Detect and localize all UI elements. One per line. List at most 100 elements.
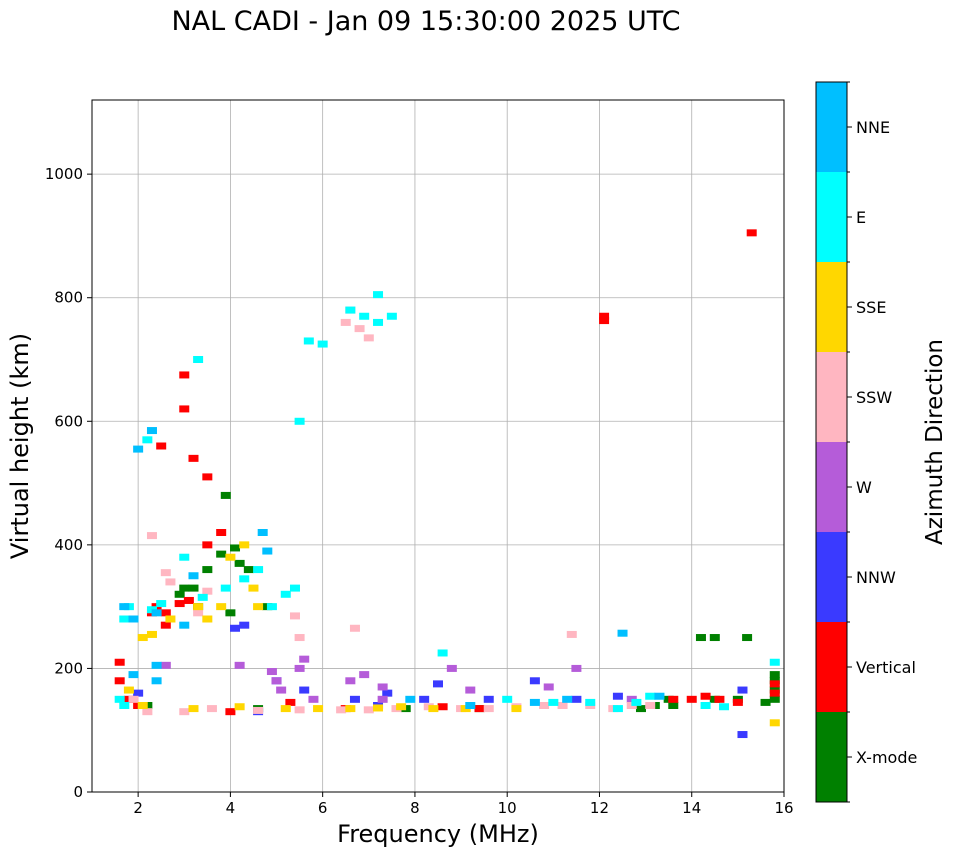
echo-point [216, 550, 227, 558]
echo-point [529, 698, 540, 706]
echo-point [128, 695, 139, 703]
echo-point [234, 661, 245, 669]
echo-point [216, 603, 227, 611]
echo-point [377, 695, 388, 703]
echo-point [668, 702, 679, 709]
echo-point [599, 317, 610, 325]
echo-point [317, 340, 328, 348]
echo-point [294, 417, 305, 425]
y-tick-label: 1000 [45, 165, 83, 183]
echo-point [363, 706, 374, 714]
colorbar-category-label: NNE [856, 118, 890, 137]
x-tick-label: 4 [226, 799, 236, 817]
echo-point [225, 553, 236, 561]
echo-point [502, 695, 513, 703]
echo-point [769, 658, 780, 666]
echo-point [179, 708, 190, 716]
echo-point [271, 677, 282, 685]
echo-point [377, 683, 388, 691]
x-tick-label: 6 [318, 799, 328, 817]
echo-point [179, 405, 190, 413]
colorbar-segment [816, 442, 847, 532]
echo-point [188, 584, 199, 592]
echo-point [220, 584, 231, 592]
echo-point [511, 705, 522, 713]
echo-point [294, 706, 305, 714]
grid [92, 100, 785, 793]
echo-point [737, 686, 748, 694]
echo-point [465, 686, 476, 694]
echo-point [114, 695, 125, 703]
plot-frame [91, 99, 785, 793]
echo-point [119, 702, 130, 709]
echo-point [146, 427, 157, 435]
echo-point [183, 596, 194, 604]
echo-point [599, 312, 610, 320]
echo-point [202, 566, 213, 574]
echo-point [156, 600, 167, 608]
echo-point [769, 689, 780, 697]
echo-point [119, 615, 130, 623]
colorbar-category-label: W [856, 478, 872, 497]
echo-point [179, 371, 190, 379]
colorbar-category-label: Vertical [856, 658, 916, 677]
echo-point [160, 569, 171, 577]
echo-point [137, 634, 148, 642]
colorbar-segment [816, 172, 847, 262]
x-tick-label: 16 [774, 799, 793, 817]
echo-point [742, 634, 753, 642]
x-tick-label: 8 [410, 799, 420, 817]
echo-point [313, 705, 324, 713]
echo-point [612, 705, 623, 713]
echo-point [562, 695, 573, 703]
echo-point [142, 708, 153, 716]
echo-point [193, 609, 204, 617]
echo-point [539, 702, 550, 709]
echo-point [294, 664, 305, 672]
echo-point [529, 677, 540, 685]
echo-point [700, 702, 711, 709]
colorbar-segment [816, 262, 847, 352]
echo-point [289, 584, 300, 592]
echo-point [133, 445, 144, 453]
echo-point [345, 306, 356, 314]
echo-point [359, 671, 370, 679]
echo-point [405, 695, 416, 703]
echo-point [123, 686, 134, 694]
echo-point [373, 318, 384, 326]
echo-point [686, 695, 697, 703]
echo-point [419, 695, 430, 703]
echo-point [188, 454, 199, 462]
echo-point [239, 541, 250, 549]
echo-point [303, 337, 314, 345]
echo-point [220, 491, 231, 499]
colorbar-segment [816, 622, 847, 712]
echo-point [202, 587, 213, 595]
echo-point [433, 680, 443, 688]
echo-point [349, 624, 360, 632]
echo-point [437, 703, 448, 711]
echo-point [557, 702, 568, 709]
y-tick-label: 400 [54, 536, 83, 554]
echo-point [695, 634, 706, 642]
echo-point [340, 318, 351, 326]
echo-point [253, 566, 264, 574]
y-tick-label: 800 [54, 289, 83, 307]
echo-point [165, 615, 176, 623]
echo-point [206, 705, 217, 713]
echo-point [396, 703, 407, 711]
echo-point [769, 719, 780, 727]
echo-point [280, 590, 291, 598]
echo-point [114, 658, 125, 666]
y-axis-label: Virtual height (km) [6, 333, 34, 559]
axes: 2 4 6 8 10 12 14 16 0 200 400 600 800 1000 [45, 165, 794, 817]
echo-point [465, 702, 476, 709]
echo-point [137, 702, 148, 709]
echo-point [119, 603, 130, 611]
echo-point [769, 671, 780, 679]
echo-point [193, 356, 204, 363]
echo-point [243, 566, 254, 574]
echo-point [266, 603, 277, 611]
echo-point [714, 695, 725, 703]
echo-point [645, 692, 656, 700]
